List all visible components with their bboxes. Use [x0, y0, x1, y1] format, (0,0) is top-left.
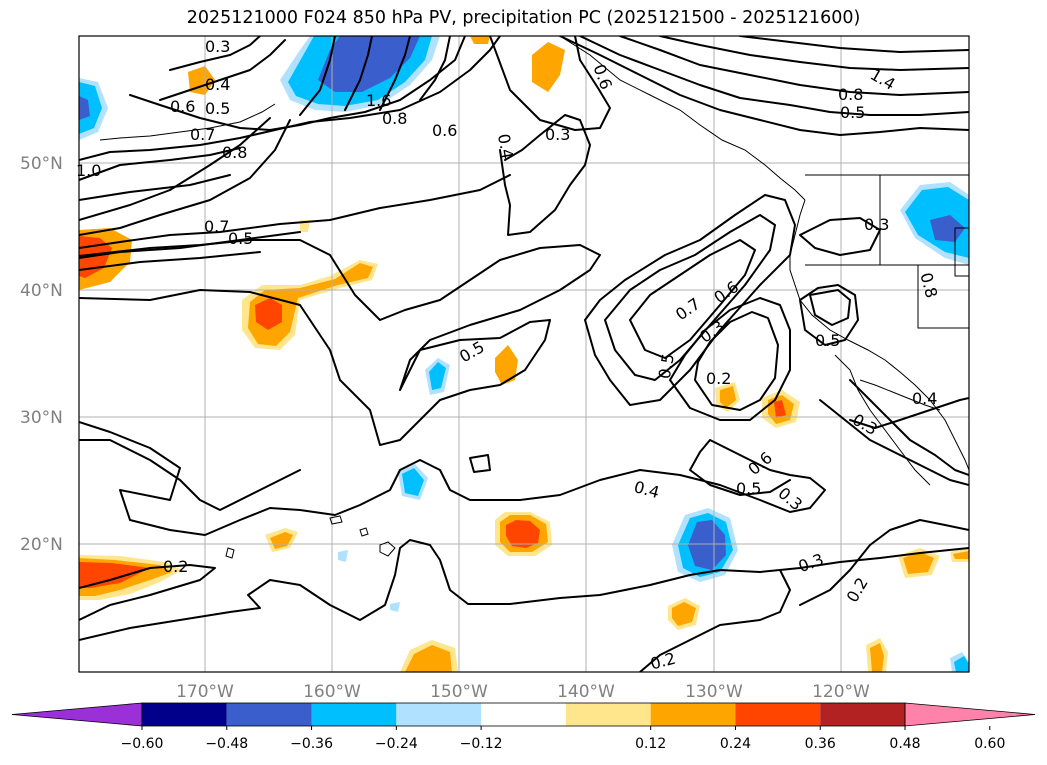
colorbar-segment	[311, 703, 397, 726]
colorbar-tick-label: −0.24	[375, 736, 418, 752]
longitude-labels: 170°W 160°W 150°W 140°W 130°W 120°W	[176, 682, 870, 702]
lon-label-130w: 130°W	[685, 682, 743, 702]
contour-label: 0.4	[494, 132, 517, 160]
map-area	[79, 36, 969, 672]
contour-label: 0.8	[222, 143, 247, 162]
contour-label: 0.7	[204, 217, 229, 236]
contour-label: 0.7	[190, 125, 215, 144]
contour-label: 0.8	[382, 109, 407, 128]
colorbar-outline	[141, 702, 906, 727]
contour-label: 0.5	[736, 479, 761, 498]
colorbar-tick-label: −0.60	[121, 736, 164, 752]
colorbar-tick-label: −0.48	[205, 736, 248, 752]
precip-negative-areas	[79, 36, 969, 672]
lon-label-150w: 150°W	[430, 682, 488, 702]
contour-label: 0.4	[205, 75, 230, 94]
colorbar-tick-label: −0.12	[460, 736, 503, 752]
pv-contours	[79, 36, 969, 672]
map-title: 2025121000 F024 850 hPa PV, precipitatio…	[186, 8, 861, 28]
contour-label: 0.6	[170, 97, 195, 116]
colorbar-segment	[226, 703, 312, 726]
contour-label: 1.6	[366, 91, 391, 110]
contour-label: 0.5	[815, 331, 840, 350]
colorbar-segment	[565, 703, 651, 726]
contour-label: 0.5	[655, 352, 678, 380]
colorbar-segment	[142, 703, 227, 726]
colorbar-tick-label: 0.12	[635, 736, 666, 752]
coastlines	[99, 36, 969, 559]
contour-label: 0.3	[864, 215, 889, 234]
colorbar: −0.60 −0.48 −0.36 −0.24 −0.12 0.12 0.24 0.36 0.4…	[11, 702, 1036, 752]
colorbar-segment	[820, 703, 905, 726]
contour-label: 0.5	[205, 99, 230, 118]
contour-label: 0.8	[838, 85, 863, 104]
colorbar-tick-label: 0.24	[720, 736, 751, 752]
lat-label-50n: 50°N	[20, 154, 63, 174]
colorbar-segment	[735, 703, 821, 726]
contour-label: 0.3	[545, 125, 570, 144]
colorbar-segment	[481, 703, 566, 726]
contour-label: 0.4	[912, 389, 937, 408]
lon-label-140w: 140°W	[557, 682, 615, 702]
map-frame	[78, 35, 970, 673]
contour-label: 1.0	[76, 161, 101, 180]
lon-label-160w: 160°W	[303, 682, 361, 702]
lon-label-170w: 170°W	[176, 682, 234, 702]
contour-label: 0.2	[706, 369, 731, 388]
contour-label: 0.5	[840, 103, 865, 122]
latitude-labels: 50°N 40°N 30°N 20°N	[20, 154, 63, 555]
contour-label: 0.2	[163, 557, 188, 576]
contour-label: 0.5	[228, 229, 253, 248]
colorbar-segment	[650, 703, 736, 726]
precip-shading	[79, 36, 969, 672]
colorbar-tick-label: −0.36	[290, 736, 333, 752]
colorbar-segment	[396, 703, 482, 726]
colorbar-extend-high	[904, 702, 1036, 727]
contour-label: 0.3	[205, 37, 230, 56]
lon-label-120w: 120°W	[812, 682, 870, 702]
colorbar-extend-low	[11, 702, 143, 727]
lat-label-30n: 30°N	[20, 408, 63, 428]
lat-label-40n: 40°N	[20, 281, 63, 301]
lat-label-20n: 20°N	[20, 535, 63, 555]
colorbar-tick-label: 0.48	[889, 736, 920, 752]
colorbar-tick-label: 0.60	[974, 736, 1005, 752]
contour-label: 0.6	[432, 121, 457, 140]
colorbar-tick-label: 0.36	[805, 736, 836, 752]
